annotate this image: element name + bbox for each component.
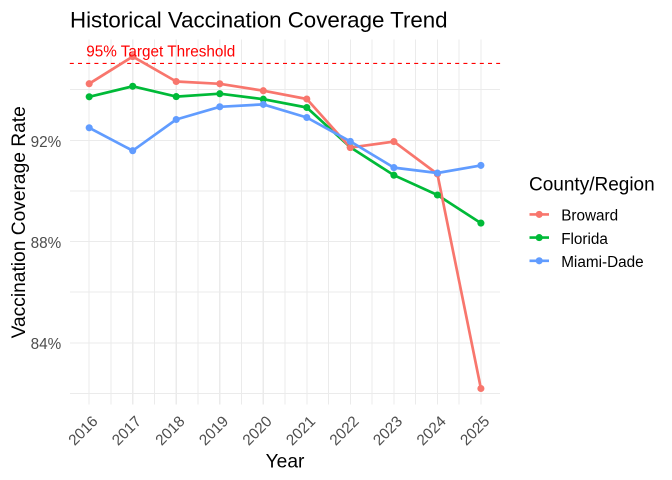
svg-text:95% Target Threshold: 95% Target Threshold [86, 44, 235, 61]
svg-text:Year: Year [266, 452, 305, 473]
svg-text:County/Region: County/Region [529, 174, 655, 195]
svg-text:Broward: Broward [561, 208, 618, 225]
svg-text:Miami-Dade: Miami-Dade [561, 254, 643, 271]
svg-text:92%: 92% [31, 134, 62, 151]
svg-text:84%: 84% [31, 336, 62, 353]
svg-text:88%: 88% [31, 235, 62, 252]
svg-text:Historical Vaccination Coverag: Historical Vaccination Coverage Trend [70, 7, 448, 32]
svg-text:Vaccination Coverage Rate: Vaccination Coverage Rate [9, 106, 30, 338]
svg-text:Florida: Florida [561, 231, 608, 248]
